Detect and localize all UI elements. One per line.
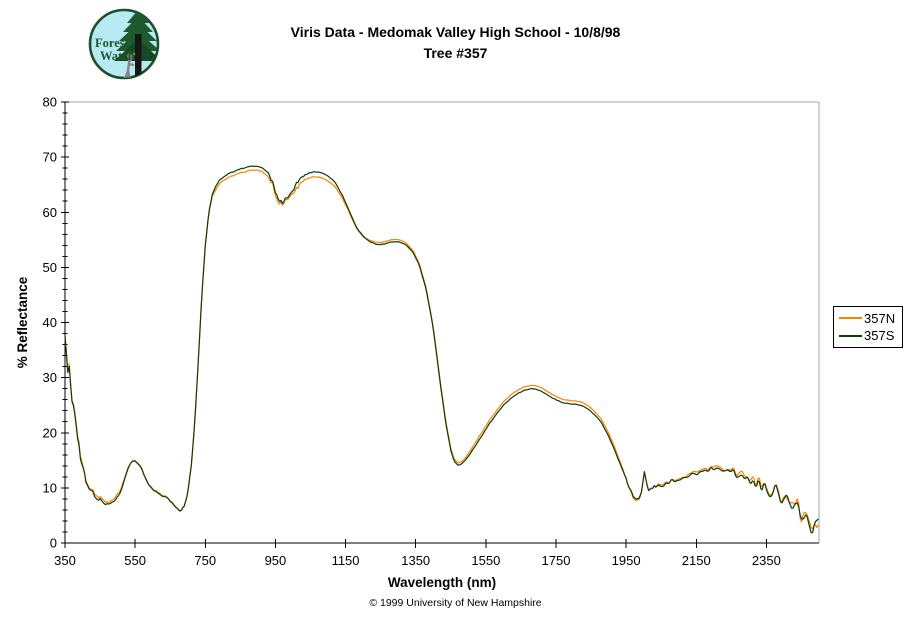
chart-subtitle: Tree #357 <box>423 45 488 61</box>
x-tick-label: 1150 <box>332 553 360 568</box>
logo-text-forest: Forest <box>95 36 130 50</box>
x-tick-label: 1950 <box>612 553 641 568</box>
forest-watch-logo: Forest Watch <box>88 8 160 80</box>
legend-line-357S <box>839 334 862 337</box>
y-tick-label: 30 <box>43 370 57 385</box>
legend-label-357S: 357S <box>864 328 895 344</box>
y-tick-label: 80 <box>43 95 57 110</box>
y-tick-label: 0 <box>50 536 57 551</box>
legend-label-357N: 357N <box>864 310 896 326</box>
legend-item-357N: 357N <box>834 312 902 325</box>
x-tick-label: 550 <box>124 553 146 568</box>
x-tick-label: 2150 <box>682 553 711 568</box>
logo-text-watch: Watch <box>100 49 135 63</box>
x-tick-label: 1550 <box>471 553 500 568</box>
logo-tree-icon <box>114 10 158 78</box>
x-tick-label: 2350 <box>752 553 781 568</box>
y-tick-label: 60 <box>43 205 57 220</box>
legend: 357N 357S <box>833 306 903 348</box>
copyright-text: © 1999 University of New Hampshire <box>369 597 542 609</box>
x-axis-label: Wavelength (nm) <box>388 575 496 590</box>
legend-line-357N <box>839 317 862 320</box>
series-357N <box>64 169 819 530</box>
chart-title: Viris Data - Medomak Valley High School … <box>290 24 621 40</box>
y-tick-label: 10 <box>43 480 57 495</box>
y-axis: 0 10 20 30 40 50 60 70 80 <box>43 95 69 551</box>
x-tick-label: 350 <box>54 553 76 568</box>
x-tick-label: 950 <box>265 553 287 568</box>
series-357S <box>64 165 819 534</box>
x-tick-label: 1750 <box>542 553 571 568</box>
y-tick-label: 70 <box>43 150 57 165</box>
title-block: Viris Data - Medomak Valley High School … <box>0 22 911 64</box>
logo-person-icon <box>123 52 136 78</box>
plot-frame <box>64 101 820 544</box>
y-tick-label: 50 <box>43 260 57 275</box>
x-axis: 350 550 750 950 1150 1350 1550 1750 1950 2150 2350 <box>54 539 781 568</box>
x-tick-label: 1350 <box>401 553 430 568</box>
logo-tree-trunk <box>135 34 142 78</box>
x-tick-label: 750 <box>194 553 216 568</box>
y-tick-label: 20 <box>43 425 57 440</box>
legend-item-357S: 357S <box>834 329 902 342</box>
y-tick-label: 40 <box>43 315 57 330</box>
y-axis-label: % Reflectance <box>15 276 30 368</box>
